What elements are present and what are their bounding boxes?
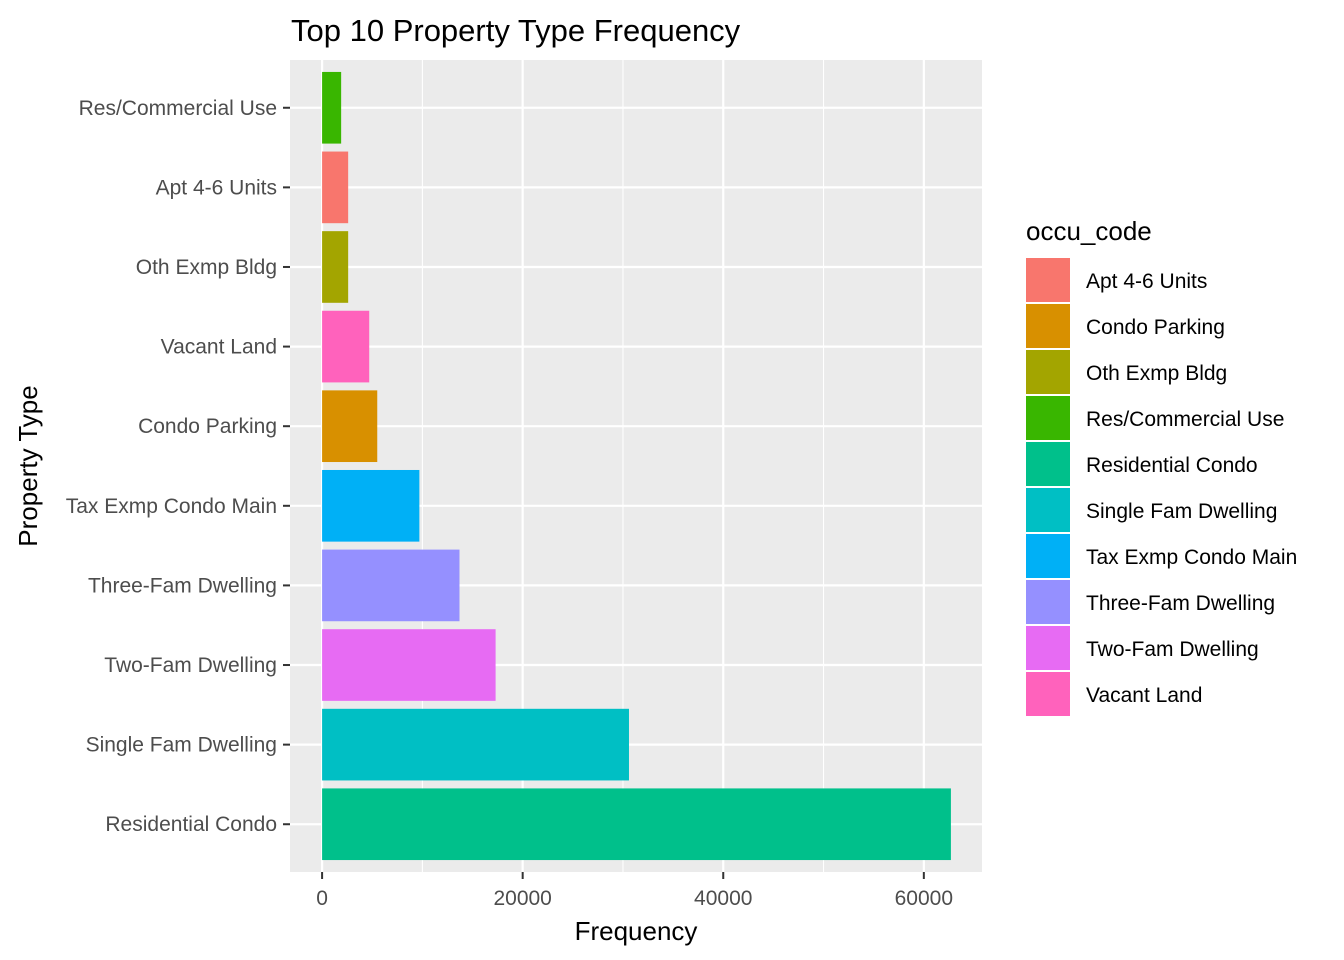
bar-condo-parking <box>322 390 378 463</box>
y-tick-label: Residential Condo <box>105 813 277 836</box>
bar-oth-exmp-bldg <box>322 231 349 303</box>
bar-res-commercial-use <box>322 71 342 144</box>
legend-label: Three-Fam Dwelling <box>1086 592 1275 615</box>
bar-residential-condo <box>322 788 951 861</box>
legend-key <box>1026 258 1070 302</box>
legend-key <box>1026 350 1070 394</box>
legend-label: Oth Exmp Bldg <box>1086 362 1227 385</box>
legend-label: Res/Commercial Use <box>1086 408 1284 431</box>
legend-label: Apt 4-6 Units <box>1086 270 1207 293</box>
chart-title: Top 10 Property Type Frequency <box>291 13 741 48</box>
legend-label: Single Fam Dwelling <box>1086 500 1277 523</box>
bar-vacant-land <box>322 310 370 383</box>
x-tick-label: 60000 <box>895 887 953 910</box>
legend-key <box>1026 304 1070 348</box>
legend-label: Residential Condo <box>1086 454 1258 477</box>
legend-items: Apt 4-6 Units Condo Parking Oth Exmp Bldg R… <box>1026 258 1297 716</box>
x-tick-label: 0 <box>316 887 328 910</box>
legend: occu_code Apt 4-6 Units Condo Parking Oth … <box>1026 216 1297 716</box>
legend-title: occu_code <box>1026 216 1152 246</box>
legend-label: Condo Parking <box>1086 316 1225 339</box>
bar-single-fam-dwelling <box>322 708 629 781</box>
x-tick-label: 20000 <box>493 887 551 910</box>
legend-key <box>1026 626 1070 670</box>
y-tick-label: Res/Commercial Use <box>79 97 277 120</box>
bars <box>322 71 951 861</box>
y-tick-label: Single Fam Dwelling <box>86 734 277 757</box>
x-axis: 0 20000 40000 60000 <box>316 872 953 910</box>
legend-label: Tax Exmp Condo Main <box>1086 546 1297 569</box>
bar-tax-exmp-condo-main <box>322 469 420 542</box>
bar-three-fam-dwelling <box>322 549 460 622</box>
y-tick-label: Tax Exmp Condo Main <box>66 495 277 518</box>
y-axis: Residential Condo Single Fam Dwelling Two-… <box>66 97 290 836</box>
y-tick-label: Condo Parking <box>138 415 277 438</box>
legend-key <box>1026 396 1070 440</box>
y-tick-label: Two-Fam Dwelling <box>104 654 277 677</box>
legend-label: Vacant Land <box>1086 684 1202 707</box>
y-tick-label: Apt 4-6 Units <box>156 176 277 199</box>
legend-key <box>1026 672 1070 716</box>
legend-key <box>1026 442 1070 486</box>
y-tick-label: Vacant Land <box>161 336 277 359</box>
bar-two-fam-dwelling <box>322 629 496 701</box>
y-tick-label: Oth Exmp Bldg <box>136 256 277 279</box>
legend-label: Two-Fam Dwelling <box>1086 638 1259 661</box>
legend-key <box>1026 534 1070 578</box>
x-axis-title: Frequency <box>575 916 698 946</box>
x-tick-label: 40000 <box>694 887 752 910</box>
y-tick-label: Three-Fam Dwelling <box>88 574 277 597</box>
y-axis-title: Property Type <box>13 385 43 546</box>
legend-key <box>1026 580 1070 624</box>
legend-key <box>1026 488 1070 532</box>
bar-apt-4-6-units <box>322 151 349 224</box>
